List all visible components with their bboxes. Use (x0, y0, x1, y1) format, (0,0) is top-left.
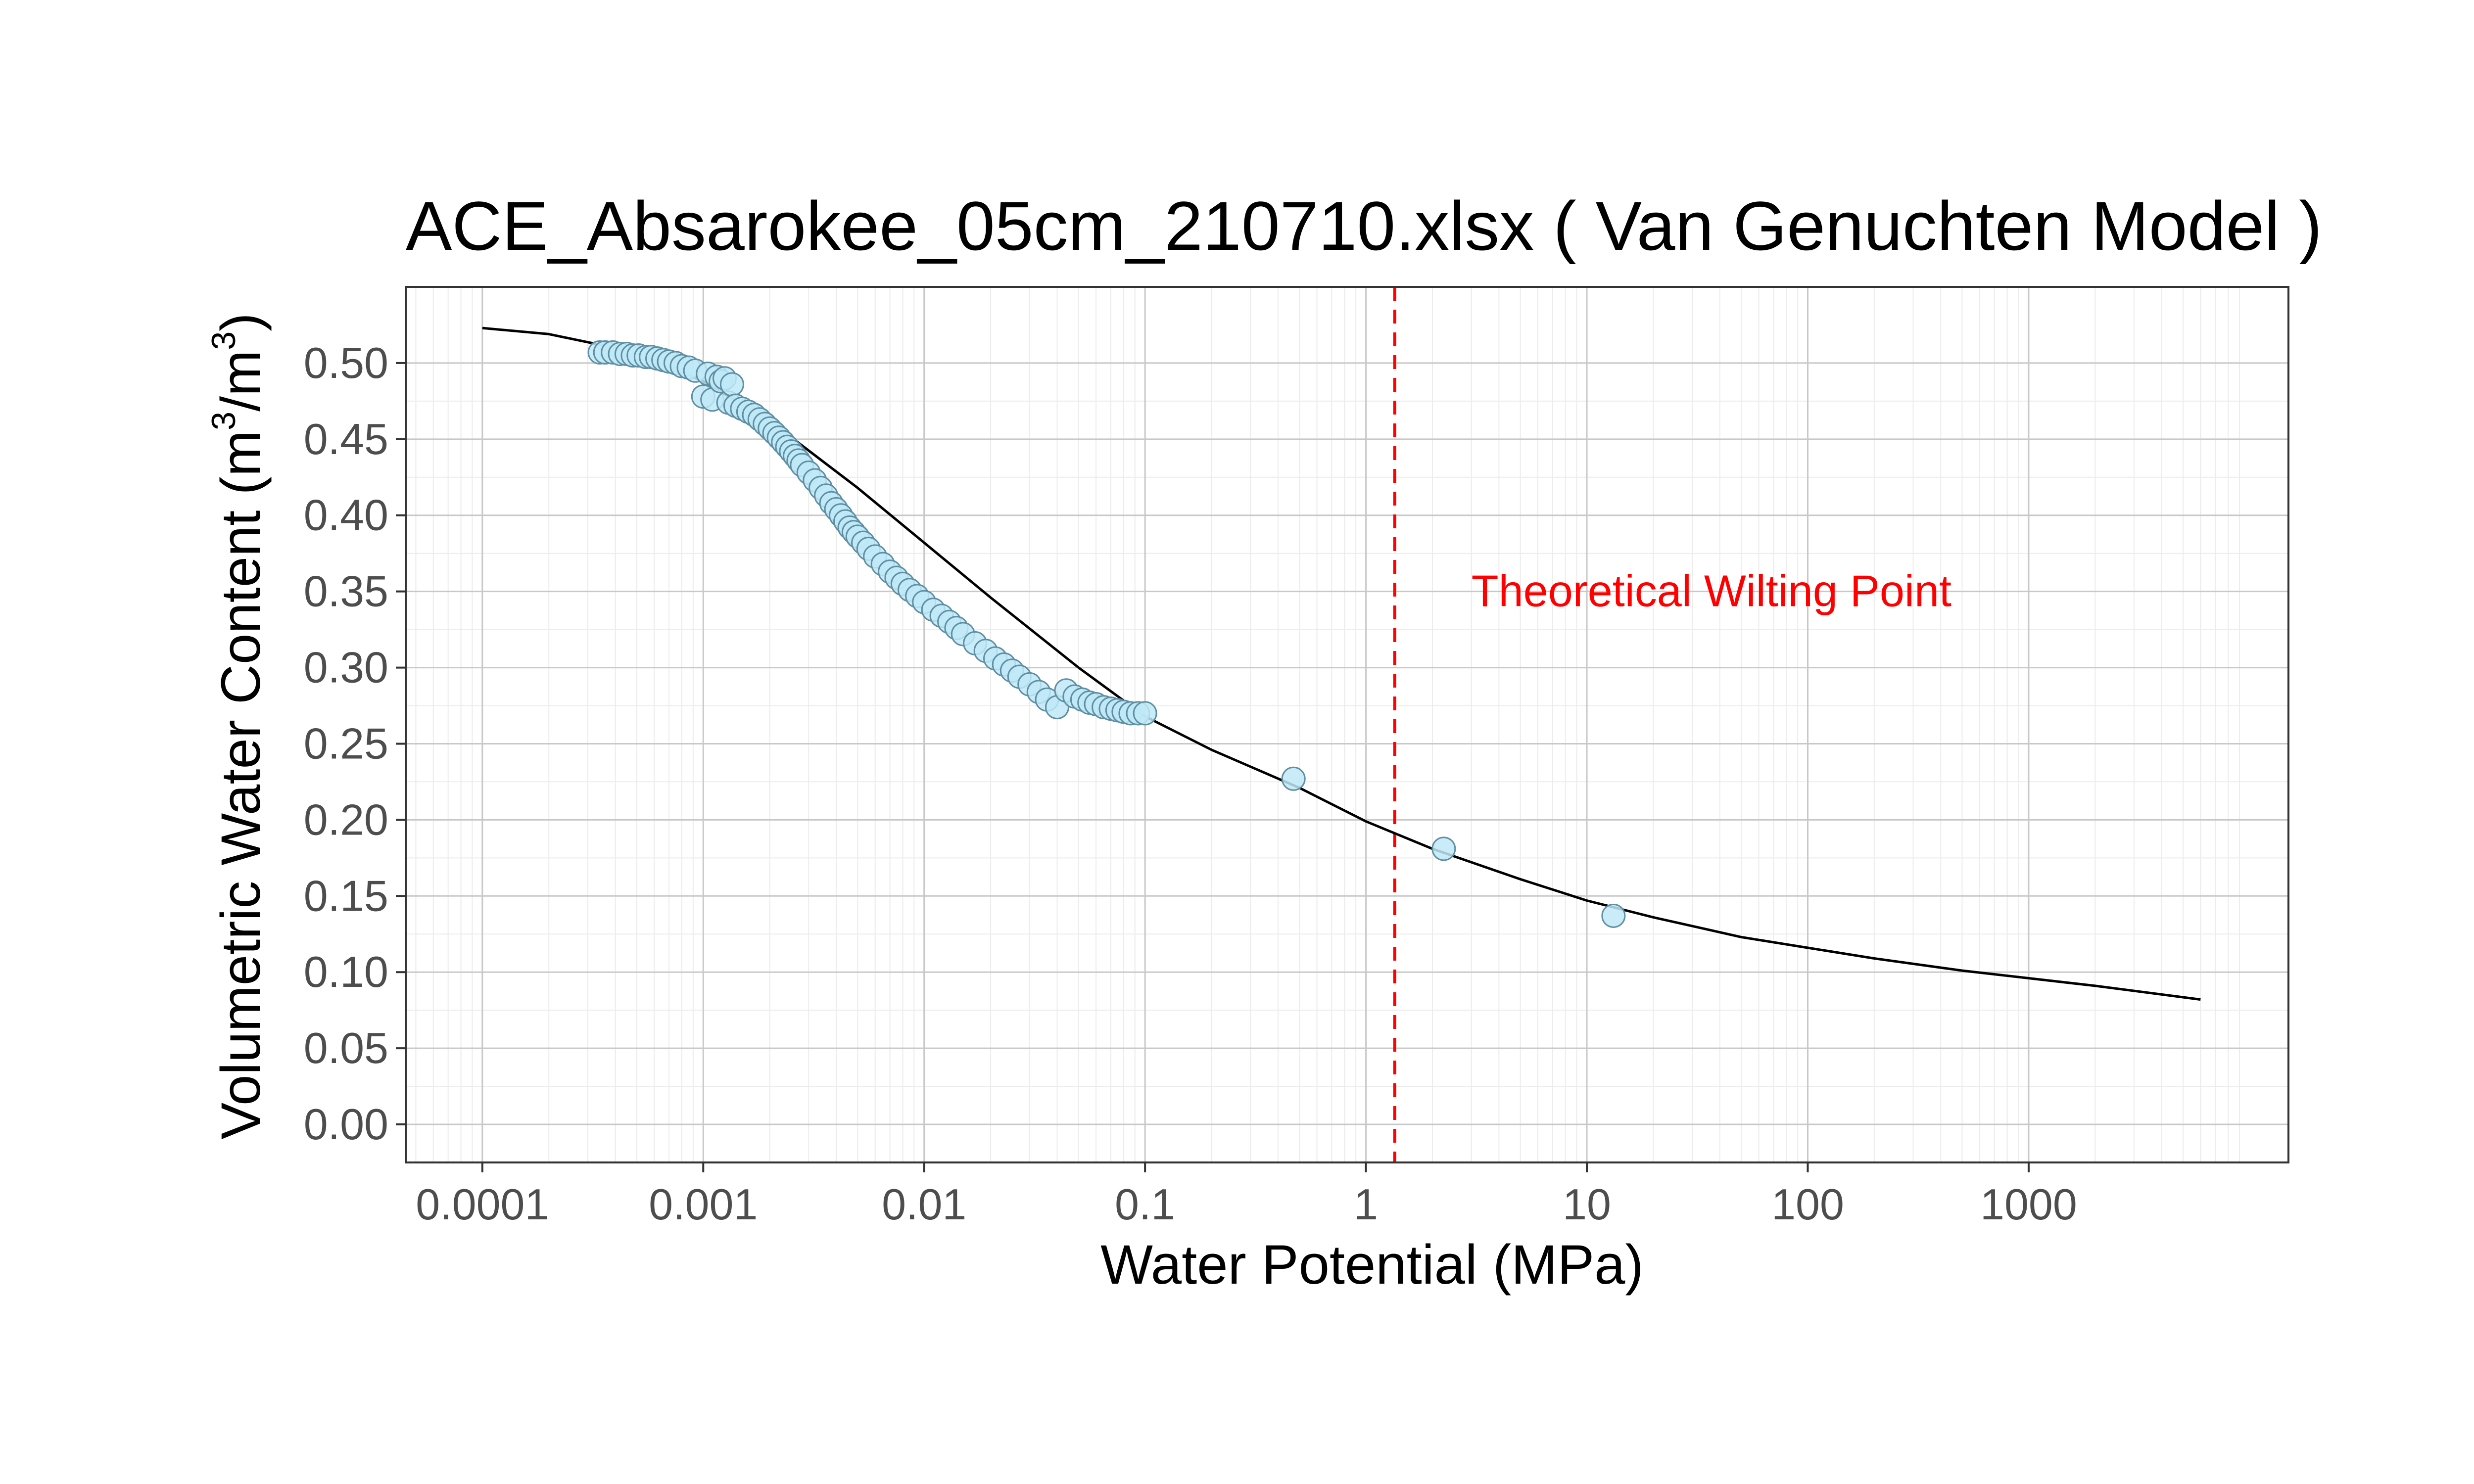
y-axis-title-main: Volumetric Water Content (m (210, 430, 272, 1140)
x-tick-label: 1000 (1980, 1180, 2077, 1229)
data-point (1281, 766, 1306, 791)
y-tick-label: 0.45 (304, 415, 388, 464)
major-grid (406, 287, 2288, 1162)
data-point (1601, 903, 1626, 928)
data-point (719, 372, 744, 397)
y-tick-label: 0.30 (304, 643, 388, 692)
y-tick-label: 0.20 (304, 795, 388, 844)
panel-border (405, 286, 2289, 1163)
y-axis-title-mid: /m (210, 350, 272, 412)
x-tick-label: 0.001 (649, 1180, 758, 1229)
chart-title: ACE_Absarokee_05cm_210710.xlsx ( Van Gen… (406, 187, 2322, 265)
data-point (1133, 701, 1157, 726)
x-tick-label: 0.1 (1115, 1180, 1175, 1229)
x-tick-label: 0.0001 (416, 1180, 549, 1229)
y-axis-ticks: 0.00 0.05 0.10 0.15 0.20 0.25 0.30 0.35 0.40 0.45… (304, 338, 406, 1149)
y-tick-label: 0.15 (304, 871, 388, 920)
y-axis-title-exponent-1: 3 (205, 412, 242, 430)
x-tick-label: 1 (1354, 1180, 1378, 1229)
y-tick-label: 0.10 (304, 947, 388, 996)
data-point (1431, 836, 1456, 861)
data-points-layer (587, 340, 1626, 928)
minor-grid (406, 287, 2288, 1162)
y-tick-label: 0.00 (304, 1100, 388, 1149)
y-tick-label: 0.05 (304, 1023, 388, 1072)
y-axis-title: Volumetric Water Content (m3/m3) (205, 313, 272, 1139)
wilting-point-annotation: Theoretical Wilting Point (1472, 567, 1951, 616)
y-tick-label: 0.25 (304, 719, 388, 768)
x-axis-ticks: 0.0001 0.001 0.01 0.1 1 10 100 1000 (416, 1162, 2077, 1229)
y-tick-label: 0.40 (304, 491, 388, 540)
y-axis-title-end: ) (210, 313, 272, 331)
x-axis-title: Water Potential (MPa) (1100, 1234, 1644, 1296)
y-axis-title-exponent-2: 3 (205, 331, 242, 350)
x-tick-label: 100 (1771, 1180, 1844, 1229)
y-tick-label: 0.50 (304, 338, 388, 387)
y-tick-label: 0.35 (304, 567, 388, 616)
x-tick-label: 0.01 (882, 1180, 966, 1229)
annotations-layer: Theoretical Wilting Point (1472, 567, 1951, 616)
x-tick-label: 10 (1563, 1180, 1611, 1229)
